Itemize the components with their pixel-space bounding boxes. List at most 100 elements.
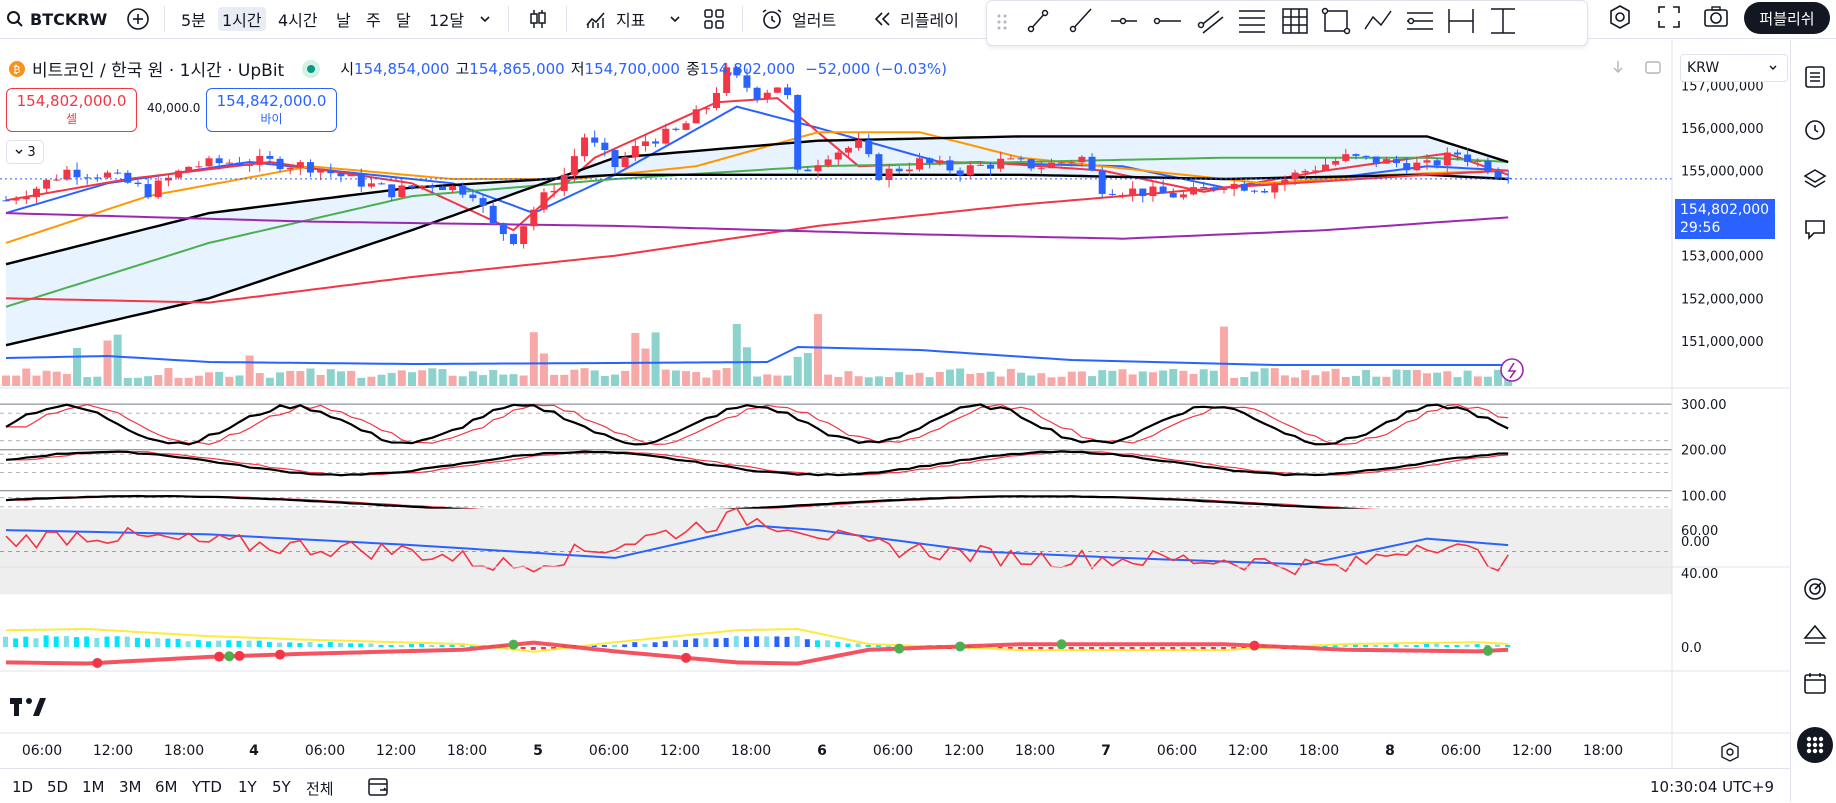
candle[interactable] (1301, 169, 1309, 179)
drag-handle-icon[interactable] (997, 14, 1007, 30)
candle[interactable] (175, 169, 183, 180)
candle[interactable] (1433, 157, 1441, 169)
settings-button[interactable] (1606, 2, 1634, 32)
replay-button[interactable]: 리플레이 (870, 4, 959, 34)
candle[interactable] (388, 184, 396, 202)
candle[interactable] (225, 159, 233, 166)
lightning-icon[interactable] (1500, 358, 1524, 382)
candle[interactable] (1413, 156, 1421, 171)
range-6m[interactable]: 6M (155, 778, 178, 796)
candle[interactable] (459, 182, 467, 198)
range-all[interactable]: 전체 (306, 780, 334, 798)
candle[interactable] (286, 164, 294, 175)
indicators-button[interactable]: 지표 (584, 4, 645, 34)
candle[interactable] (723, 62, 731, 97)
fullscreen-button[interactable] (1656, 2, 1682, 32)
price-range-tool-icon[interactable] (1491, 8, 1515, 34)
candle[interactable] (1372, 156, 1380, 168)
candle[interactable] (1139, 188, 1147, 203)
candle[interactable] (966, 161, 974, 180)
layouts-button[interactable] (702, 4, 726, 34)
candle[interactable] (1119, 192, 1126, 199)
candle[interactable] (418, 185, 426, 191)
interval-5m[interactable]: 5분 (181, 4, 206, 34)
candle[interactable] (916, 152, 923, 172)
candle[interactable] (327, 163, 335, 178)
interval-month[interactable]: 달 (396, 4, 411, 34)
candle[interactable] (550, 184, 558, 198)
alert-button[interactable]: 얼러트 (760, 4, 836, 34)
candle[interactable] (672, 127, 680, 132)
candle[interactable] (469, 188, 477, 202)
candle[interactable] (104, 170, 111, 179)
candle[interactable] (1179, 191, 1187, 200)
candle[interactable] (93, 174, 101, 182)
candle[interactable] (43, 179, 51, 193)
range-1m[interactable]: 1M (82, 778, 105, 796)
candle[interactable] (1342, 148, 1350, 163)
candle[interactable] (662, 123, 670, 145)
candle[interactable] (1108, 189, 1116, 196)
alerts-clock-icon[interactable] (1802, 116, 1828, 142)
candle[interactable] (185, 166, 193, 172)
candle[interactable] (905, 162, 913, 176)
candle[interactable] (246, 159, 254, 172)
candle[interactable] (235, 156, 243, 167)
candle[interactable] (256, 148, 264, 172)
candle[interactable] (1007, 155, 1015, 160)
candle[interactable] (601, 137, 609, 157)
calendar-icon[interactable] (1802, 670, 1828, 696)
candle[interactable] (641, 134, 649, 152)
candle[interactable] (479, 195, 487, 213)
candle[interactable] (560, 167, 568, 197)
chart-type-button[interactable] (526, 4, 550, 34)
candle[interactable] (63, 165, 71, 181)
candle[interactable] (428, 183, 436, 193)
interval-4h[interactable]: 4시간 (278, 4, 318, 34)
interval-12m[interactable]: 12달 (429, 4, 464, 34)
watchlist-icon[interactable] (1802, 64, 1828, 90)
candle[interactable] (855, 132, 863, 151)
candle[interactable] (987, 161, 995, 176)
candle[interactable] (865, 133, 873, 158)
candle[interactable] (824, 155, 832, 168)
candle[interactable] (134, 179, 142, 187)
candle[interactable] (804, 166, 812, 172)
utc-clock[interactable]: 10:30:04 UTC+9 (1650, 778, 1774, 796)
market-status-icon[interactable] (302, 59, 321, 78)
ideas-icon[interactable] (1802, 622, 1828, 648)
candle[interactable] (1250, 189, 1258, 194)
range-5d[interactable]: 5D (47, 778, 69, 796)
arrow-down-icon[interactable] (1613, 61, 1623, 73)
compare-button[interactable] (126, 4, 150, 34)
candle[interactable] (570, 148, 578, 182)
candle[interactable] (1453, 149, 1461, 161)
candle[interactable] (1068, 160, 1076, 167)
candle[interactable] (763, 89, 771, 104)
candle[interactable] (692, 105, 700, 124)
maximize-pane-icon[interactable] (1645, 61, 1661, 74)
screenshot-button[interactable] (1702, 2, 1730, 32)
candle[interactable] (1027, 158, 1035, 172)
interval-1h[interactable]: 1시간 (218, 4, 266, 34)
candle[interactable] (1210, 186, 1218, 193)
candle[interactable] (1200, 181, 1208, 189)
candle[interactable] (997, 151, 1005, 173)
candle[interactable] (449, 185, 457, 194)
candle[interactable] (114, 169, 122, 175)
candle[interactable] (885, 164, 893, 188)
candle[interactable] (794, 94, 802, 173)
sell-button[interactable]: 154,802,000.0 셀 (6, 88, 137, 132)
legend-title[interactable]: 비트코인 / 한국 원 · 1시간 · UpBit (32, 61, 285, 81)
candle[interactable] (926, 157, 934, 169)
candle[interactable] (713, 87, 720, 111)
range-3m[interactable]: 3M (119, 778, 142, 796)
candle[interactable] (540, 188, 548, 213)
candle[interactable] (1311, 165, 1319, 175)
candle[interactable] (652, 138, 660, 148)
rectangle-tool-icon[interactable] (1321, 7, 1351, 35)
candle[interactable] (1159, 179, 1167, 194)
candle[interactable] (581, 133, 589, 162)
apps-icon[interactable] (1796, 726, 1834, 764)
interval-week[interactable]: 주 (366, 4, 381, 34)
